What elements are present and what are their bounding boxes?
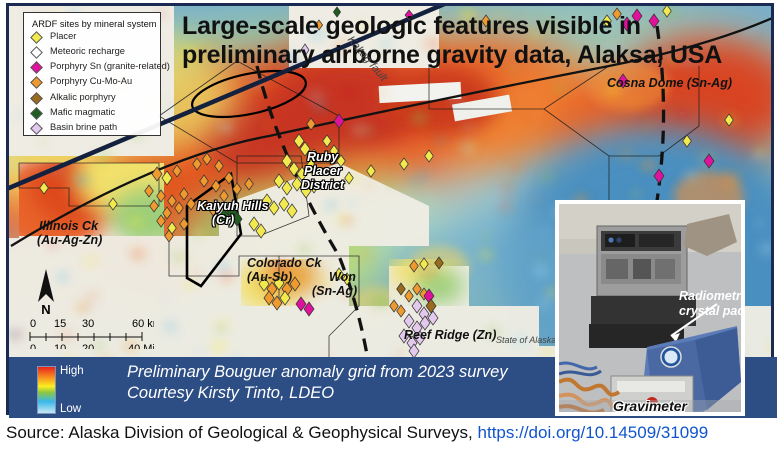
svg-text:Radiometric: Radiometric xyxy=(679,289,741,303)
svg-text:30: 30 xyxy=(82,318,94,330)
svg-text:10: 10 xyxy=(54,343,66,349)
svg-text:N: N xyxy=(41,302,50,317)
svg-text:60 km: 60 km xyxy=(132,318,154,330)
svg-text:0: 0 xyxy=(30,343,36,349)
svg-text:0: 0 xyxy=(30,318,36,330)
svg-text:crystal packs: crystal packs xyxy=(679,304,741,318)
svg-text:20: 20 xyxy=(82,343,94,349)
svg-text:15: 15 xyxy=(54,318,66,330)
svg-text:40 Miles: 40 Miles xyxy=(128,343,154,349)
